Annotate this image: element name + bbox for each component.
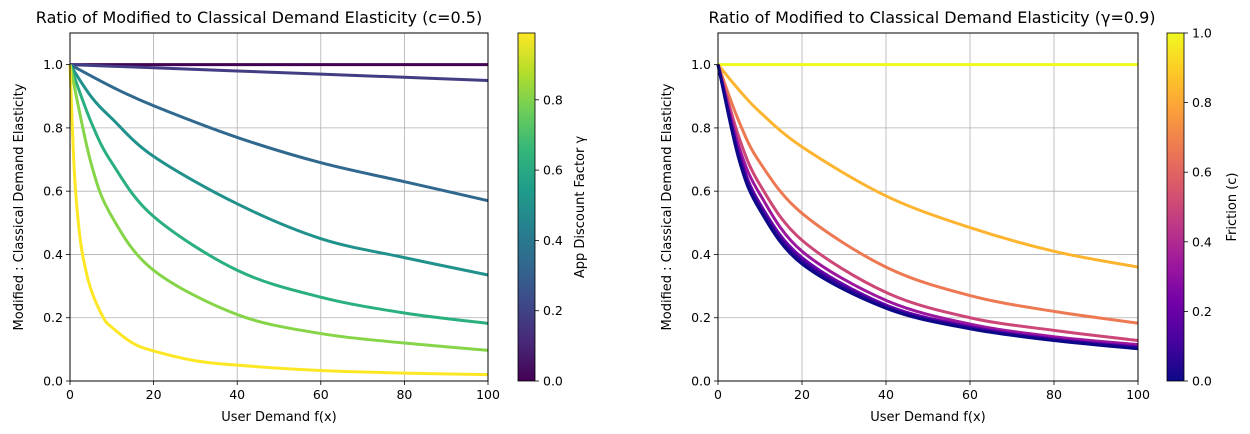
chart-right-x-ticks: 0 20 40 60 80 100 <box>714 381 1150 402</box>
x-tick-label: 40 <box>878 387 894 402</box>
chart-right-series-line-7 <box>716 64 1139 351</box>
chart-right-colorbar-label: Friction (c) <box>1225 173 1240 242</box>
x-tick-label: 80 <box>396 387 412 402</box>
y-tick-label: 0.6 <box>43 184 63 199</box>
y-tick-label: 0.8 <box>691 120 711 135</box>
chart-right-y-axis-label: Modified : Classical Demand Elasticity <box>660 83 675 330</box>
y-tick-label: 1.0 <box>43 57 63 72</box>
chart-right-colorbar-ticks: 0.0 0.2 0.4 0.6 0.8 1.0 <box>1184 26 1212 389</box>
chart-left: Ratio of Modified to Classical Demand El… <box>12 8 588 425</box>
colorbar-tick-label: 0.6 <box>543 163 563 178</box>
chart-left-series-line-4 <box>68 64 489 325</box>
chart-left-series-line-5 <box>68 64 489 352</box>
chart-left-series-line-2 <box>69 63 489 203</box>
chart-right-series-line-2 <box>716 64 1139 325</box>
chart-right: Ratio of Modified to Classical Demand El… <box>660 8 1240 425</box>
chart-right-series-line-1 <box>716 63 1139 269</box>
colorbar-tick-label: 0.6 <box>1192 165 1212 180</box>
chart-right-series-line-5 <box>716 64 1139 349</box>
colorbar-tick-label: 0.2 <box>1192 304 1212 319</box>
chart-left-title: Ratio of Modified to Classical Demand El… <box>36 8 482 27</box>
chart-left-plot-frame <box>69 32 489 382</box>
chart-left-grid <box>69 33 489 382</box>
y-tick-label: 0.4 <box>691 247 711 262</box>
chart-left-series-line-3 <box>68 63 489 277</box>
x-tick-label: 40 <box>229 387 245 402</box>
chart-right-series-line-3 <box>716 64 1139 342</box>
chart-right-colorbar: 0.0 0.2 0.4 0.6 0.8 1.0 Friction (c) <box>1166 26 1240 389</box>
chart-right-grid <box>717 33 1139 382</box>
chart-right-y-ticks: 0.0 0.2 0.4 0.6 0.8 1.0 <box>691 57 718 389</box>
x-tick-label: 0 <box>66 387 74 402</box>
chart-left-y-ticks: 0.0 0.2 0.4 0.6 0.8 1.0 <box>43 57 70 389</box>
colorbar-tick-label: 1.0 <box>1192 26 1212 41</box>
chart-left-series-line-6 <box>68 64 489 377</box>
y-tick-label: 0.2 <box>43 310 63 325</box>
y-tick-label: 0.4 <box>43 247 63 262</box>
chart-left-series <box>68 63 489 377</box>
x-tick-label: 60 <box>962 387 978 402</box>
chart-left-x-ticks: 0 20 40 60 80 100 <box>66 381 500 402</box>
y-tick-label: 0.8 <box>43 120 63 135</box>
colorbar-tick-label: 0.0 <box>543 374 563 389</box>
chart-right-plot-frame <box>717 32 1139 382</box>
colorbar-tick-label: 0.4 <box>1192 234 1212 249</box>
colorbar-tick-label: 0.8 <box>543 92 563 107</box>
y-tick-label: 0.0 <box>691 374 711 389</box>
chart-left-series-line-1 <box>69 63 489 82</box>
chart-left-colorbar: 0.0 0.2 0.4 0.6 0.8 App Discount Factor γ <box>517 32 588 389</box>
y-tick-label: 1.0 <box>691 57 711 72</box>
colorbar-tick-label: 0.8 <box>1192 95 1212 110</box>
chart-right-series-line-4 <box>716 64 1139 347</box>
chart-left-y-axis-label: Modified : Classical Demand Elasticity <box>12 83 27 330</box>
x-tick-label: 80 <box>1046 387 1062 402</box>
chart-right-series <box>716 63 1139 351</box>
x-tick-label: 0 <box>714 387 722 402</box>
colorbar-tick-label: 0.4 <box>543 233 563 248</box>
x-tick-label: 100 <box>1126 387 1150 402</box>
chart-left-colorbar-gradient <box>517 32 536 382</box>
x-tick-label: 60 <box>313 387 329 402</box>
chart-right-colorbar-gradient <box>1166 32 1185 382</box>
x-tick-label: 20 <box>146 387 162 402</box>
x-tick-label: 100 <box>476 387 500 402</box>
colorbar-tick-label: 0.0 <box>1192 374 1212 389</box>
y-tick-label: 0.6 <box>691 184 711 199</box>
colorbar-tick-label: 0.2 <box>543 303 563 318</box>
chart-left-colorbar-ticks: 0.0 0.2 0.4 0.6 0.8 <box>535 92 563 389</box>
chart-right-series-line-6 <box>716 64 1139 350</box>
y-tick-label: 0.0 <box>43 374 63 389</box>
chart-right-x-axis-label: User Demand f(x) <box>870 410 985 425</box>
x-tick-label: 20 <box>794 387 810 402</box>
chart-left-x-axis-label: User Demand f(x) <box>221 410 336 425</box>
chart-right-title: Ratio of Modified to Classical Demand El… <box>708 8 1155 27</box>
y-tick-label: 0.2 <box>691 310 711 325</box>
chart-left-colorbar-label: App Discount Factor γ <box>573 136 588 279</box>
